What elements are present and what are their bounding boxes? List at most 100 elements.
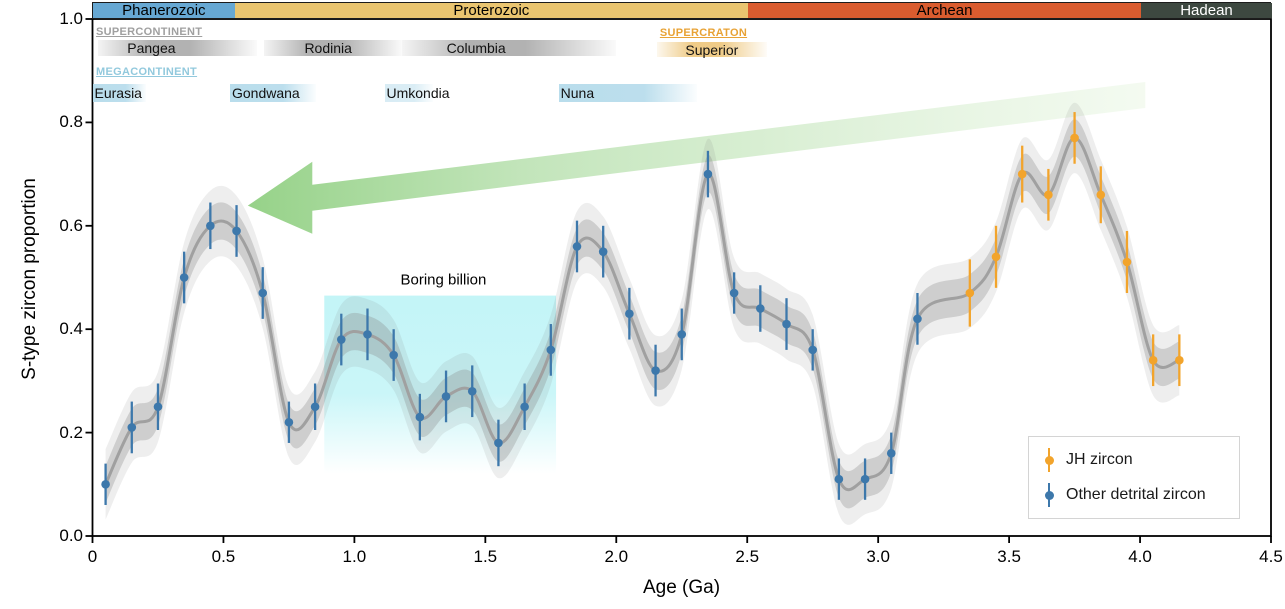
bar-label-columbia: Columbia [446,40,506,56]
x-tick-label: 0.5 [211,547,236,566]
data-point [232,226,241,236]
eon-segment-proterozoic: Proterozoic [234,2,748,19]
data-point [651,366,660,375]
data-point [546,345,556,355]
x-tick-label: 4.5 [1259,547,1283,566]
data-point [991,252,1001,262]
supercontinent-bar-columbia: Columbia [401,40,617,56]
data-point [127,423,137,432]
data-point [965,288,975,298]
data-point [1122,257,1132,267]
data-point [808,345,817,355]
megacontinent-bar-umkondia: Umkondia [384,84,450,102]
megacontinent-bar-gondwana: Gondwana [229,84,317,102]
data-point [1017,169,1027,179]
x-tick-label: 0 [87,547,98,566]
data-point [441,392,451,401]
y-tick-label: 0.8 [59,112,83,132]
supercontinent-bar-superior: Superior [656,41,767,58]
y-tick-label: 0.0 [59,526,83,545]
legend-item-jh-zircon: JH zircon [1043,446,1239,474]
x-tick-label: 4.0 [1128,547,1152,566]
data-point [101,480,110,489]
data-point [834,474,844,484]
data-point [467,386,477,396]
y-tick-label: 0.6 [59,215,83,235]
data-point [782,319,791,329]
data-point [598,247,608,256]
supercontinent-bar-rodinia: Rodinia [264,40,402,56]
x-tick-label: 3.0 [866,547,890,566]
eon-label-phanerozoic: Phanerozoic [122,2,206,19]
data-point [336,335,346,344]
data-point [389,350,398,360]
boring-billion-label: Boring billion [400,271,487,289]
data-point [1044,190,1053,200]
eon-segment-hadean: Hadean [1141,2,1272,19]
x-tick-label: 2.0 [604,547,629,566]
legend-label-other-detrital: Other detrital zircon [1066,486,1206,503]
bar-label-rodinia: Rodinia [304,40,352,56]
bar-label-nuna: Nuna [560,85,595,101]
data-point [729,288,739,298]
y-tick-label: 0.4 [59,319,83,339]
data-point [494,438,503,448]
data-point [677,330,687,339]
data-point [258,288,268,298]
eon-segment-phanerozoic: Phanerozoic [93,2,235,19]
legend-item-other-detrital: Other detrital zircon [1043,481,1239,509]
eon-time-bar: Phanerozoic Proterozoic Archean Hadean [92,2,1272,19]
x-tick-label: 1.0 [342,547,367,566]
eon-label-proterozoic: Proterozoic [453,2,530,19]
bar-label-gondwana: Gondwana [231,85,300,101]
trend-outer-band [105,102,1180,525]
secular-trend-arrow [247,82,1146,234]
y-axis-title: S-type zircon proportion [19,178,40,380]
data-point [415,412,425,422]
supercontinent-heading: SUPERCONTINENT [96,26,203,38]
data-point [703,169,713,179]
data-point [860,474,870,484]
plot-frame [91,18,1272,537]
data-point [153,402,163,412]
data-point [625,309,634,318]
megacontinent-bar-nuna: Nuna [558,84,698,102]
eon-segment-archean: Archean [748,2,1141,19]
bar-label-superior: Superior [685,41,739,58]
legend-label-jh-zircon: JH zircon [1066,451,1133,468]
y-tick-label: 0.2 [59,422,83,442]
boring-billion-region [324,295,557,474]
series-other-detrital [101,150,922,505]
eon-label-archean: Archean [916,2,973,19]
x-tick-label: 3.5 [997,547,1021,566]
data-point [886,448,896,458]
data-point [1175,355,1184,365]
data-point [310,402,320,412]
data-point [363,330,372,339]
x-tick-label: 1.5 [473,547,498,566]
data-point [520,402,529,412]
jh-zircon-marker-icon [1043,446,1055,474]
data-point [1070,133,1079,143]
megacontinent-heading: MEGACONTINENT [96,66,198,78]
data-point [756,304,765,313]
bar-label-umkondia: Umkondia [386,85,450,101]
supercontinent-bar-pangea: Pangea [97,40,258,56]
trend-inner-band [105,119,1180,509]
data-point [913,314,922,324]
supercraton-heading: SUPERCRATON [659,27,748,39]
megacontinent-bar-eurasia: Eurasia [92,84,147,102]
bar-label-eurasia: Eurasia [94,85,142,101]
x-axis-title: Age (Ga) [642,577,721,598]
other-detrital-marker-icon [1043,481,1055,509]
data-point [206,221,215,231]
x-tick-label: 2.5 [735,547,760,566]
data-point [1148,355,1158,365]
data-point [179,273,189,282]
series-jh-zircon [965,112,1184,387]
legend: JH zircon Other detrital zircon [1028,436,1240,519]
data-point [284,417,294,427]
bar-label-pangea: Pangea [127,40,176,56]
